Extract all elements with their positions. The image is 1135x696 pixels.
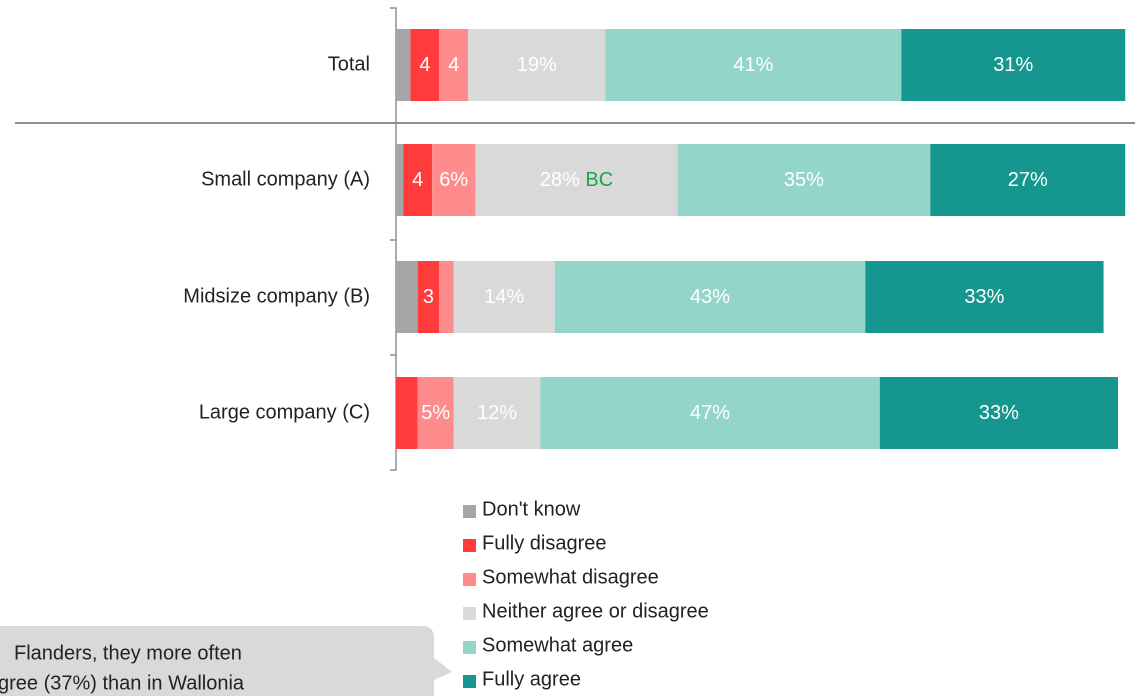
legend-swatch [463, 573, 476, 586]
legend-label: Neither agree or disagree [482, 600, 709, 622]
value-label: 33% [964, 286, 1004, 308]
bar-segment [554, 261, 866, 333]
value-label-text: 3 [423, 286, 434, 308]
legend-label: Fully disagree [482, 532, 607, 554]
bar-segment [439, 261, 454, 333]
value-label-text: 33% [979, 402, 1019, 424]
value-label: 14% [484, 286, 524, 308]
bar-segment [540, 377, 880, 449]
value-label: 31% [993, 54, 1033, 76]
legend-swatch [463, 539, 476, 552]
category-axis [390, 7, 397, 471]
legend-swatch [463, 675, 476, 688]
value-label-text: 35% [784, 169, 824, 191]
value-label-text: 6% [439, 169, 468, 191]
legend-label: Don't know [482, 498, 581, 520]
legend-label: Fully agree [482, 668, 581, 690]
bar-segment [439, 29, 469, 101]
value-label: 4 [419, 54, 430, 76]
bar-segment [417, 261, 440, 333]
bar-segment [930, 144, 1126, 216]
bar-segment [605, 29, 902, 101]
bar-segment [677, 144, 931, 216]
value-label-text: 33% [964, 286, 1004, 308]
legend-swatch [463, 505, 476, 518]
bar-segment [396, 261, 418, 333]
value-label: 3 [423, 286, 434, 308]
bar-segment [396, 144, 404, 216]
category-label: Large company (C) [199, 401, 370, 423]
value-label: 19% [517, 54, 557, 76]
value-label-text: 14% [484, 286, 524, 308]
value-label: 4 [412, 169, 423, 191]
bar-segment [453, 261, 555, 333]
callout-text: gree (37%) than in Wallonia [0, 672, 245, 694]
value-label-text: 47% [690, 402, 730, 424]
value-label: 33% [979, 402, 1019, 424]
value-label-text: 5% [421, 402, 450, 424]
value-label-text: 4 [412, 169, 423, 191]
value-label: 6% [439, 169, 468, 191]
bar-segment [396, 377, 418, 449]
category-label: Small company (A) [201, 168, 370, 190]
value-label-text: 28% [540, 169, 580, 191]
category-label: Midsize company (B) [183, 285, 370, 307]
value-label: 27% [1008, 169, 1048, 191]
legend-swatch [463, 607, 476, 620]
bar-segment [417, 377, 454, 449]
bar-segment [865, 261, 1104, 333]
bar-segment [475, 144, 678, 216]
category-label: Total [328, 53, 370, 75]
value-label-text: 12% [477, 402, 517, 424]
value-label: 47% [690, 402, 730, 424]
legend-label: Somewhat agree [482, 634, 633, 656]
legend-swatch [463, 641, 476, 654]
value-label-text: 27% [1008, 169, 1048, 191]
legend-label: Somewhat disagree [482, 566, 659, 588]
bar-segment [901, 29, 1126, 101]
value-label-text: 19% [517, 54, 557, 76]
value-label: 12% [477, 402, 517, 424]
value-label: 35% [784, 169, 824, 191]
value-label: 43% [690, 286, 730, 308]
bar-segment [396, 29, 411, 101]
bar-segment [879, 377, 1118, 449]
value-label: 4 [448, 54, 459, 76]
bar-segment [410, 29, 440, 101]
callout-text: Flanders, they more often [14, 642, 242, 664]
value-label: 41% [733, 54, 773, 76]
value-label-text: 41% [733, 54, 773, 76]
bar-segment [432, 144, 476, 216]
significance-label: BC [585, 169, 613, 191]
value-label-text: 31% [993, 54, 1033, 76]
value-label: 28% BC [540, 169, 613, 191]
value-label-text: 4 [448, 54, 459, 76]
value-label: 5% [421, 402, 450, 424]
value-label-text: 43% [690, 286, 730, 308]
bar-segment [403, 144, 433, 216]
bar-segment [468, 29, 606, 101]
bar-segment [453, 377, 541, 449]
callout-box [0, 626, 452, 696]
value-label-text: 4 [419, 54, 430, 76]
